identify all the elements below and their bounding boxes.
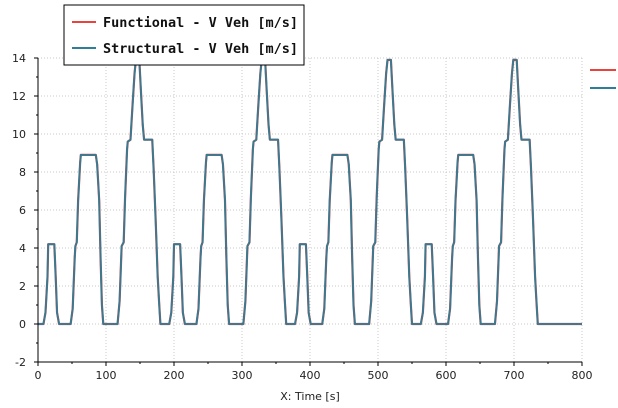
series-line-structural[interactable] (38, 59, 582, 325)
x-tick-label: 100 (96, 369, 117, 382)
x-tick-label: 400 (300, 369, 321, 382)
side-series-markers (590, 69, 616, 89)
x-tick-label: 600 (436, 369, 457, 382)
y-tick-label: 6 (19, 204, 26, 217)
x-tick-label: 500 (368, 369, 389, 382)
x-tick-label: 700 (504, 369, 525, 382)
y-ticks: -2 0 2 4 6 8 10 12 14 (12, 52, 38, 369)
x-tick-label: 200 (164, 369, 185, 382)
series-lines (38, 58, 582, 326)
legend-label-functional: Functional - V Veh [m/s] (103, 15, 298, 31)
legend-box (63, 4, 305, 66)
x-tick-label: 300 (232, 369, 253, 382)
legend-label-structural: Structural - V Veh [m/s] (103, 41, 298, 57)
x-tick-label: 0 (35, 369, 42, 382)
y-tick-label: 14 (12, 52, 26, 65)
legend[interactable]: Functional - V Veh [m/s] Structural - V … (63, 4, 305, 66)
x-axis-title: X: Time [s] (280, 390, 339, 403)
y-tick-label: 4 (19, 242, 26, 255)
y-tick-label: -2 (15, 356, 26, 369)
y-tick-label: 0 (19, 318, 26, 331)
y-tick-label: 8 (19, 166, 26, 179)
grid (38, 57, 583, 362)
y-tick-label: 10 (12, 128, 26, 141)
x-tick-label: 800 (572, 369, 593, 382)
x-ticks: 0 100 200 300 400 500 600 700 800 (35, 362, 593, 382)
y-tick-label: 2 (19, 280, 26, 293)
y-tick-label: 12 (12, 90, 26, 103)
